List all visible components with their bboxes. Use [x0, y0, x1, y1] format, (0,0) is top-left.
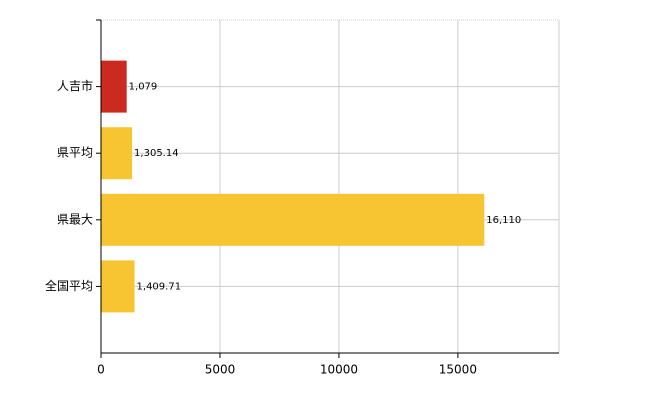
y-tick-label: 人吉市: [57, 78, 93, 93]
value-label: 1,079: [129, 82, 158, 93]
value-label: 16,110: [486, 215, 521, 226]
value-label: 1,409.71: [137, 281, 182, 292]
x-tick-label: 0: [97, 363, 105, 377]
y-tick-label: 全国平均: [45, 278, 93, 293]
bar: [101, 260, 135, 313]
bar: [101, 193, 485, 246]
x-tick-label: 15000: [439, 363, 477, 377]
value-label: 1,305.14: [134, 148, 179, 159]
bar: [101, 60, 127, 113]
x-tick-label: 5000: [205, 363, 236, 377]
bar: [101, 127, 133, 180]
y-tick-label: 県平均: [57, 146, 93, 160]
x-tick-label: 10000: [320, 363, 358, 377]
y-tick-label: 県最大: [57, 212, 93, 226]
